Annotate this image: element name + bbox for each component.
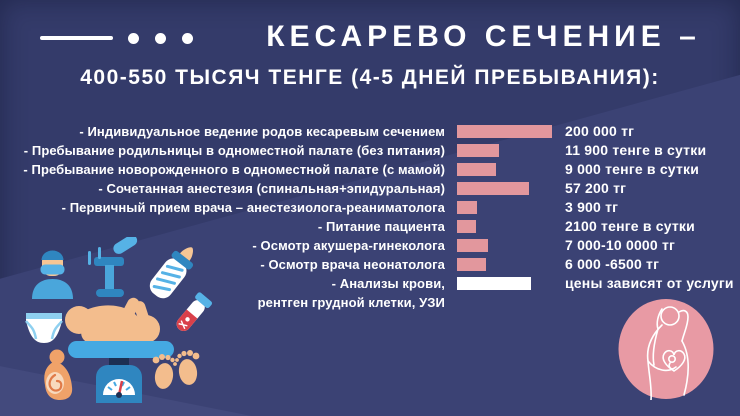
price-label: 3 900 тг (565, 199, 619, 215)
page-subtitle: 400-550 ТЫСЯЧ ТЕНГЕ (4-5 ДНЕЙ ПРЕБЫВАНИЯ… (80, 66, 660, 89)
service-label: - Питание пациента (317, 219, 445, 234)
diaper-icon (25, 313, 63, 343)
price-bar-highlight (457, 277, 531, 290)
decor-line (40, 36, 113, 40)
price-bar (457, 201, 477, 214)
price-label: цены зависят от услуги (565, 275, 734, 291)
price-label: 7 000-10 0000 тг (565, 237, 676, 253)
service-label: - Сочетанная анестезия (спинальная+эпиду… (98, 181, 445, 196)
service-label: - Анализы крови, рентген грудной клетки,… (257, 276, 445, 310)
price-bar (457, 125, 552, 138)
decor-dot-icon (155, 33, 166, 44)
service-label: - Индивидуальное ведение родов кесаревым… (79, 124, 445, 139)
decor-dot-icon (182, 33, 193, 44)
blood-tube-icon (176, 292, 213, 331)
price-bar (457, 258, 486, 271)
price-bar (457, 220, 476, 233)
price-label: 57 200 тг (565, 180, 627, 196)
price-bar (457, 163, 496, 176)
price-label: 200 000 тг (565, 123, 635, 139)
baby-feet-icon (152, 350, 200, 389)
pregnant-profile-icon (44, 349, 73, 400)
price-label: 9 000 тенге в сутки (565, 161, 700, 177)
baby-on-scale-icon (65, 297, 174, 403)
price-label: 11 900 тенге в сутки (565, 142, 707, 158)
decor-dot-icon (128, 33, 139, 44)
price-label: 6 000 -6500 тг (565, 256, 660, 272)
service-label: - Осмотр акушера-гинеколога (252, 238, 445, 253)
baby-bottle-icon (149, 247, 194, 299)
price-bar (457, 239, 488, 252)
surgeon-icon (32, 250, 73, 299)
price-bar (457, 144, 499, 157)
service-label: - Пребывание новорожденного в одноместно… (23, 162, 445, 177)
price-bar (457, 182, 529, 195)
page-title: КЕСАРЕВО СЕЧЕНИЕ – (266, 20, 701, 53)
price-label: 2100 тенге в сутки (565, 218, 695, 234)
service-label: - Первичный прием врача – анестезиолога-… (61, 200, 445, 215)
gyn-chair-icon (88, 237, 138, 297)
pregnant-woman-lineart-icon (618, 299, 714, 400)
service-label: - Осмотр врача неонатолога (260, 257, 445, 272)
service-label: - Пребывание родильницы в одноместной па… (23, 143, 445, 158)
